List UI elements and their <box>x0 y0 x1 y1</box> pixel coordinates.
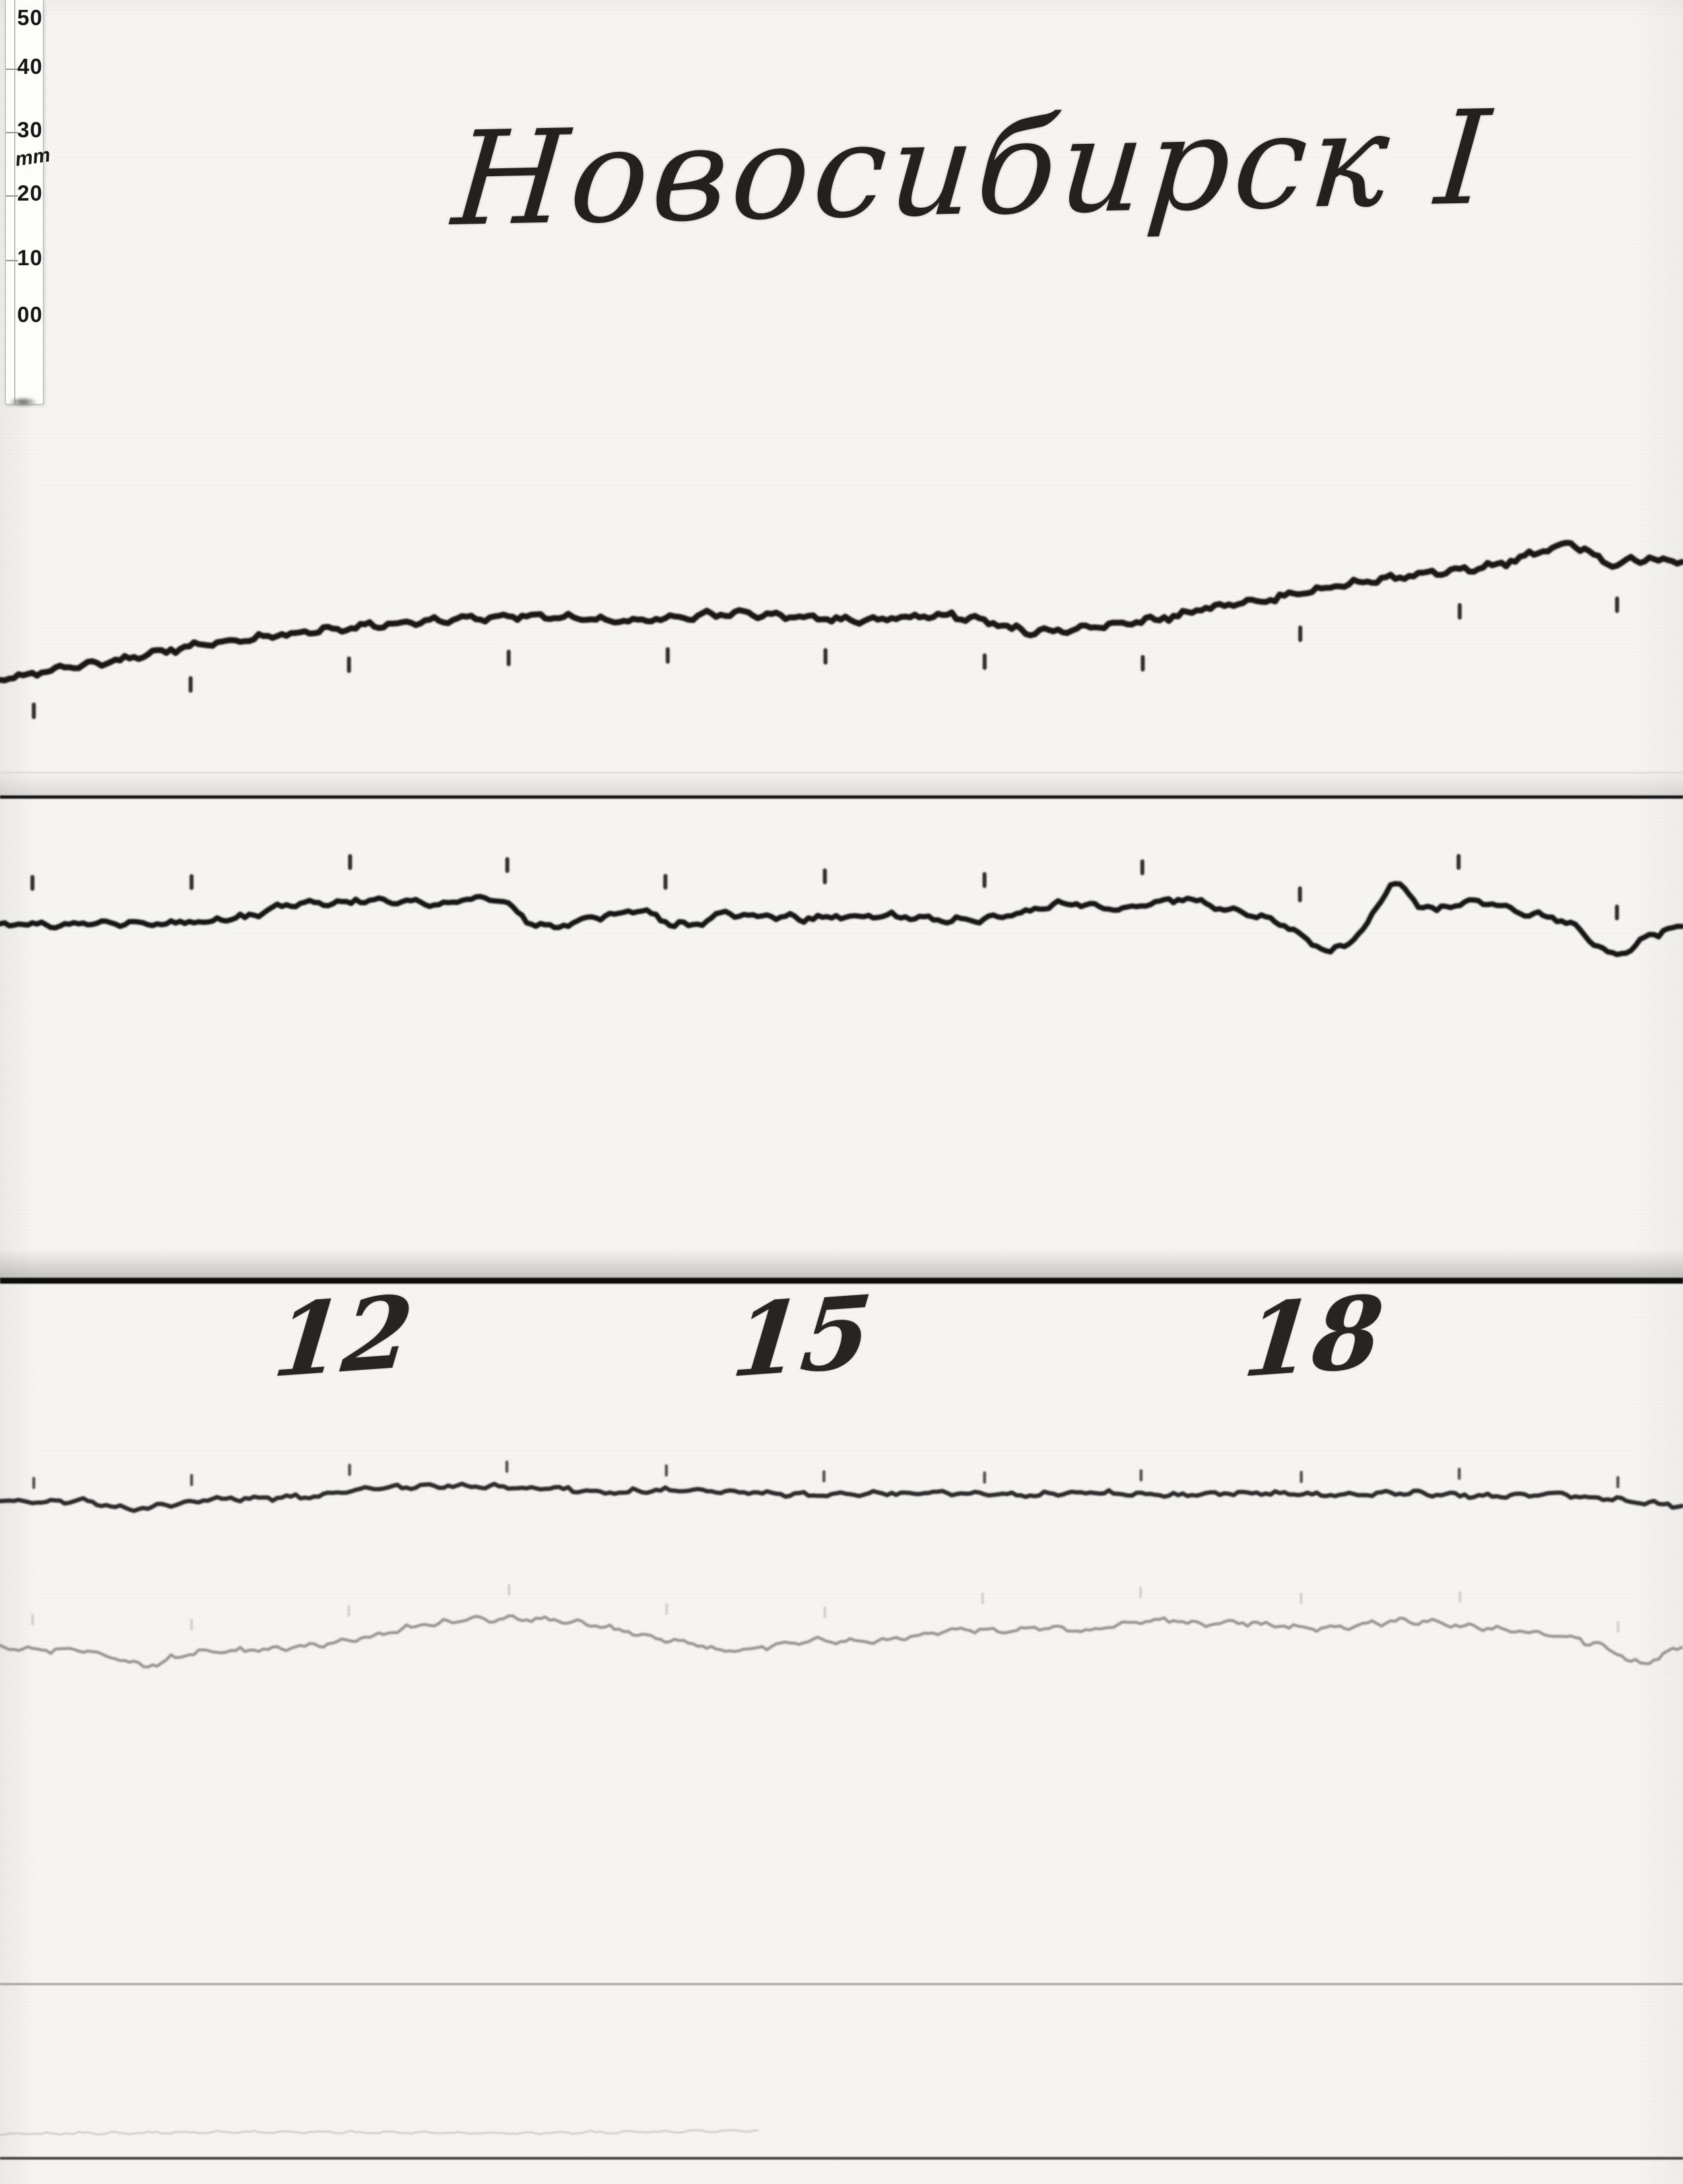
ruler-bottom-smudge <box>9 397 38 406</box>
ruler-label-50: 50 <box>17 5 43 30</box>
mm-scale-ruler: 50 40 30 20 10 00 mm <box>5 0 51 406</box>
recorder-traces <box>0 540 1683 2136</box>
ruler-tick-mark <box>6 260 18 261</box>
hour-label-18: 18 <box>1238 1273 1389 1401</box>
ruler-label-30: 30 <box>17 117 43 142</box>
ruler-label-20: 20 <box>17 181 43 205</box>
hour-label-15: 15 <box>727 1273 877 1401</box>
ruler-tick-mark <box>6 69 18 70</box>
trace-4-path <box>0 1614 1683 1669</box>
faint-rule <box>0 1983 1683 1985</box>
bottom-rule <box>0 2157 1683 2160</box>
faint-trace-path <box>0 2129 758 2136</box>
ruler-label-40: 40 <box>17 54 43 79</box>
ghost-line <box>0 772 1683 773</box>
trace-2-path <box>0 881 1683 957</box>
ruler-label-10: 10 <box>17 245 43 270</box>
trace-1-path <box>0 540 1683 684</box>
hour-tick-dots <box>30 596 1620 1633</box>
ruler-label-00: 00 <box>17 302 43 327</box>
hour-label-12: 12 <box>268 1273 418 1401</box>
trace-3-path <box>0 1481 1683 1514</box>
divider-rules <box>0 772 1683 2160</box>
divider-1 <box>0 795 1683 799</box>
divider-2 <box>0 1277 1683 1284</box>
ruler-tick-mark <box>6 195 18 197</box>
ruler-tick-mark <box>6 132 18 133</box>
